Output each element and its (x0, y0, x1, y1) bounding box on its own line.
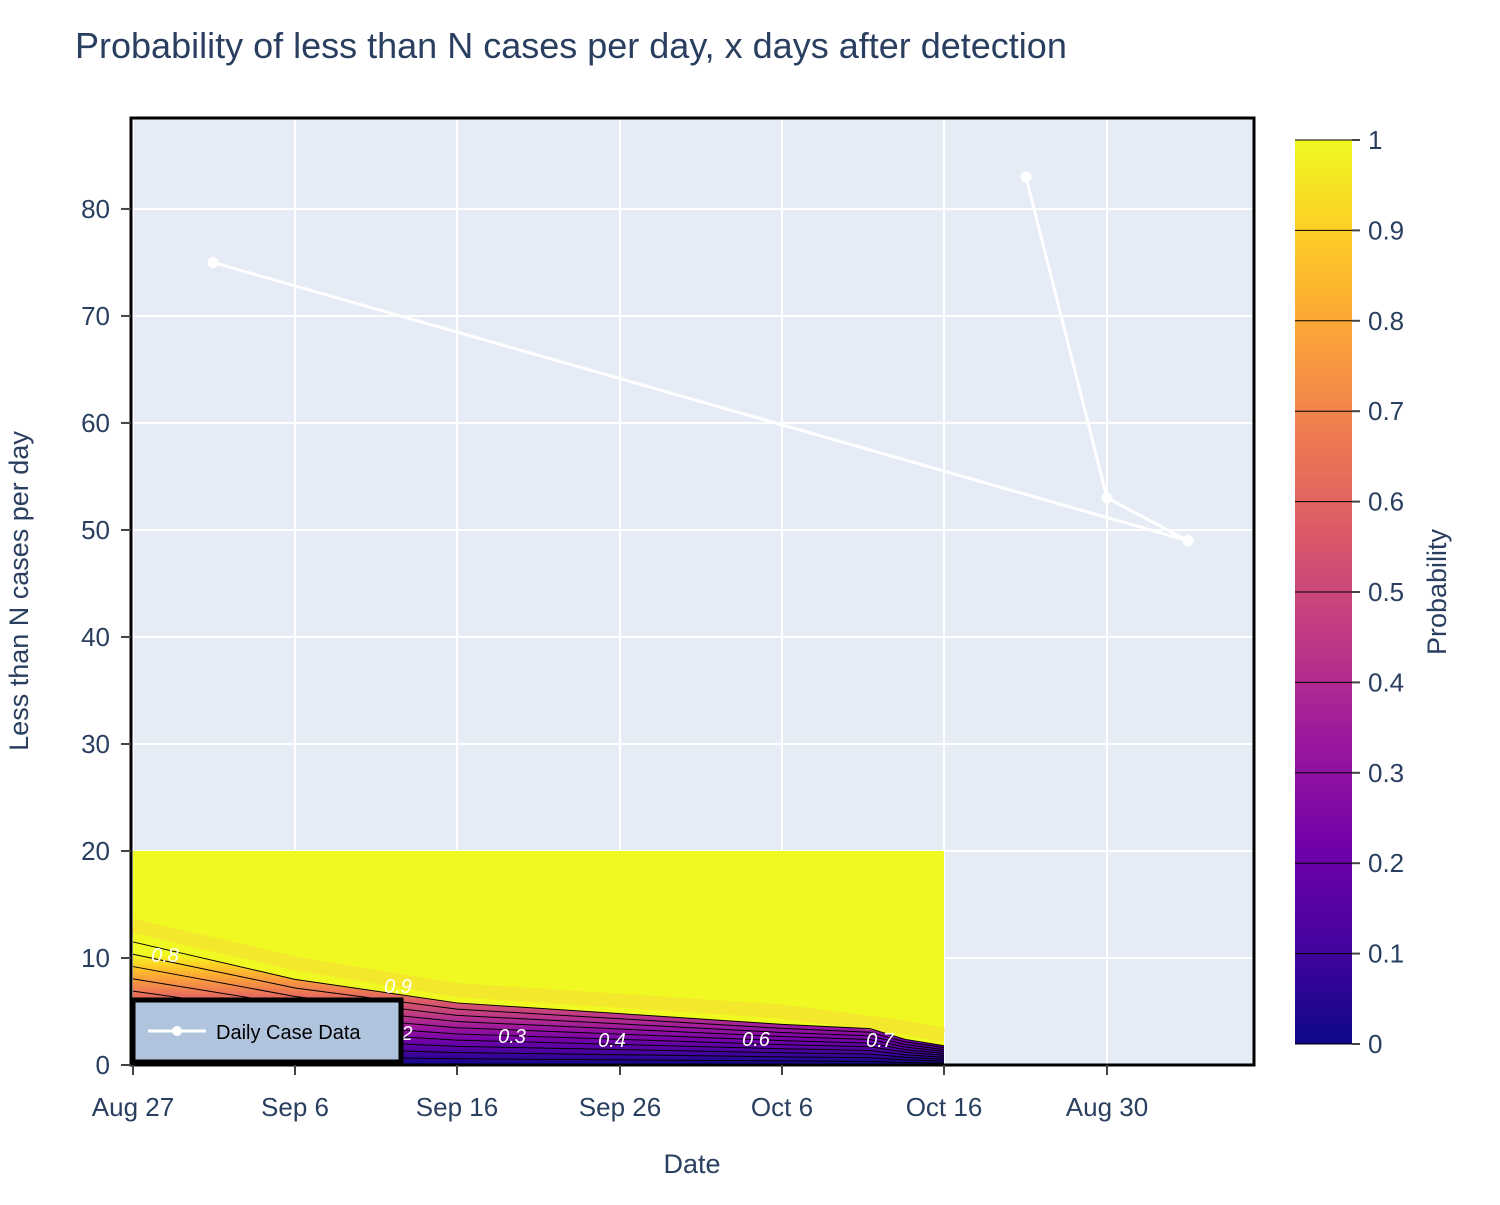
series-line (212, 176, 1189, 543)
x-tick-label: Aug 30 (1066, 1092, 1148, 1122)
contour-label: 0.7 (866, 1030, 895, 1052)
colorbar-tick-label: 1 (1368, 125, 1382, 155)
contour-label: 0.8 (151, 945, 179, 967)
data-point[interactable] (207, 256, 219, 268)
x-tick-label: Oct 16 (906, 1092, 983, 1122)
y-tick-label: 20 (81, 836, 110, 866)
colorbar-tick-label: 0 (1368, 1029, 1382, 1059)
data-point[interactable] (1020, 171, 1032, 183)
y-axis-title: Less than N cases per day (4, 431, 34, 751)
contour-heatmap: 0.80.92 0.3 0.4 0.6 0.7 (131, 850, 946, 1065)
colorbar-tick-label: 0.5 (1368, 577, 1404, 607)
y-tick-label: 40 (81, 622, 110, 652)
x-tick-label: Aug 27 (92, 1092, 174, 1122)
legend-label: Daily Case Data (216, 1022, 361, 1044)
legend-marker-swatch (172, 1026, 182, 1036)
colorbar-tick-label: 0.1 (1368, 939, 1404, 969)
contour-line (132, 953, 945, 1049)
y-tick-label: 30 (81, 729, 110, 759)
colorbar-tick-label: 0.2 (1368, 848, 1404, 878)
x-tick-label: Sep 6 (261, 1092, 329, 1122)
y-tick-label: 70 (81, 301, 110, 331)
x-tick-label: Oct 6 (751, 1092, 813, 1122)
y-tick-label: 50 (81, 515, 110, 545)
x-axis-ticks: Aug 27 Sep 6 Sep 16 Sep 26 Oct 6 Oct 16 Aug 30 (92, 1065, 1148, 1122)
contour-label: 0.6 (742, 1029, 771, 1051)
contour-label: 0.9 (384, 976, 412, 998)
x-axis-title: Date (663, 1149, 720, 1179)
chart-title: Probability of less than N cases per day… (75, 25, 1067, 66)
data-point[interactable] (1101, 492, 1113, 504)
colorbar-tick-label: 0.9 (1368, 215, 1404, 245)
colorbar-tick-label: 0.4 (1368, 667, 1404, 697)
y-tick-label: 60 (81, 408, 110, 438)
colorbar-tick-label: 0.3 (1368, 758, 1404, 788)
colorbar-ticks: 0 0.1 0.2 0.3 0.4 0.5 0.6 0.7 0.8 0.9 1 (1295, 125, 1404, 1059)
colorbar-tick-label: 0.7 (1368, 396, 1404, 426)
contour-label: 0.3 (498, 1026, 526, 1048)
colorbar-title: Probability (1422, 528, 1452, 655)
colorbar-tick-label: 0.6 (1368, 487, 1404, 517)
colorbar: 0 0.1 0.2 0.3 0.4 0.5 0.6 0.7 0.8 0.9 1 Probabilit… (1295, 125, 1452, 1059)
y-tick-label: 80 (81, 194, 110, 224)
y-tick-label: 10 (81, 943, 110, 973)
contour-label: 0.4 (598, 1030, 626, 1052)
contour-line (132, 941, 945, 1047)
x-tick-label: Sep 16 (416, 1092, 498, 1122)
plot-frame (129, 116, 1256, 1067)
y-axis-ticks: 0 10 20 30 40 50 60 70 80 (81, 194, 131, 1080)
contour-halo (131, 919, 946, 1042)
x-tick-label: Sep 26 (579, 1092, 661, 1122)
legend[interactable]: Daily Case Data (130, 997, 404, 1065)
daily-case-series (207, 171, 1194, 547)
colorbar-tick-label: 0.8 (1368, 306, 1404, 336)
y-tick-label: 0 (96, 1050, 110, 1080)
data-point[interactable] (1182, 535, 1194, 547)
